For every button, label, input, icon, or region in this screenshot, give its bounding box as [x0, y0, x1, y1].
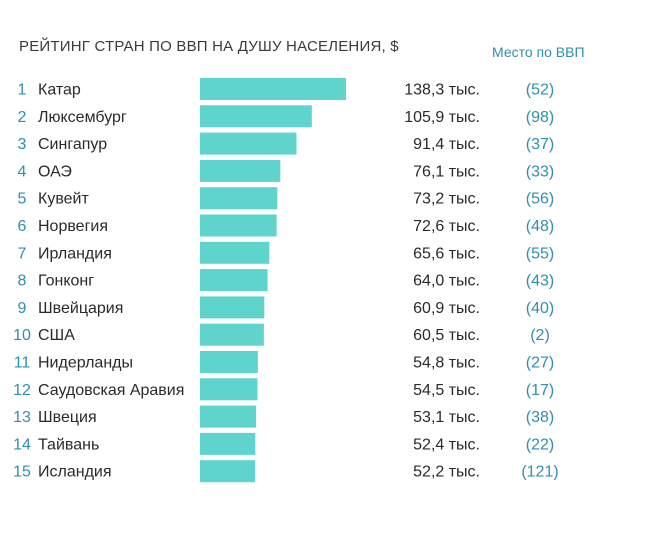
- bar: [200, 405, 257, 428]
- chart-title: РЕЙТИНГ СТРАН ПО ВВП НА ДУШУ НАСЕЛЕНИЯ, …: [19, 38, 399, 55]
- rank-number: 11: [14, 355, 31, 372]
- rank-number: 14: [13, 436, 31, 453]
- gdp-rank-label: (52): [526, 82, 554, 99]
- value-label: 60,9 тыс.: [413, 300, 480, 317]
- rank-number: 1: [18, 82, 27, 99]
- bar: [200, 78, 346, 100]
- country-label: Швейцария: [38, 300, 123, 317]
- gdp-rank-label: (27): [526, 355, 554, 372]
- country-label: Саудовская Аравия: [38, 382, 184, 399]
- value-label: 72,6 тыс.: [413, 218, 480, 235]
- value-label: 64,0 тыс.: [413, 273, 480, 290]
- country-label: Норвегия: [38, 218, 108, 235]
- value-label: 138,3 тыс.: [404, 82, 480, 99]
- country-label: Кувейт: [38, 191, 89, 208]
- country-label: Люксембург: [38, 109, 127, 126]
- value-label: 65,6 тыс.: [413, 245, 480, 262]
- value-label: 73,2 тыс.: [413, 191, 480, 208]
- rank-number: 4: [18, 163, 27, 180]
- gdp-rank-label: (17): [526, 382, 554, 399]
- bar: [200, 269, 268, 292]
- value-label: 105,9 тыс.: [404, 109, 480, 126]
- rank-number: 3: [18, 136, 27, 153]
- rank-number: 13: [13, 409, 31, 426]
- gdp-rank-header: Место по ВВП: [492, 44, 585, 60]
- bar: [200, 296, 265, 319]
- bar: [200, 214, 277, 237]
- gdp-rank-label: (121): [521, 464, 558, 481]
- bar: [200, 241, 270, 264]
- value-label: 52,4 тыс.: [413, 436, 480, 453]
- value-label: 76,1 тыс.: [413, 163, 480, 180]
- value-label: 54,5 тыс.: [413, 382, 480, 399]
- rank-number: 6: [18, 218, 27, 235]
- country-label: Сингапур: [38, 136, 107, 153]
- gdp-rank-label: (48): [526, 218, 554, 235]
- rank-number: 15: [13, 464, 31, 481]
- country-label: Тайвань: [38, 436, 99, 453]
- country-label: ОАЭ: [38, 163, 72, 180]
- gdp-rank-label: (98): [526, 109, 554, 126]
- rank-number: 10: [13, 327, 31, 344]
- value-label: 91,4 тыс.: [413, 136, 480, 153]
- bar: [200, 323, 264, 346]
- country-label: Катар: [38, 82, 81, 99]
- gdp-rank-label: (43): [526, 273, 554, 290]
- rank-number: 9: [18, 300, 27, 317]
- country-label: Гонконг: [38, 273, 94, 290]
- rank-number: 12: [13, 382, 31, 399]
- value-label: 52,2 тыс.: [413, 464, 480, 481]
- bar: [200, 132, 297, 155]
- country-label: Исландия: [38, 464, 112, 481]
- rank-number: 5: [18, 191, 27, 208]
- country-label: Нидерланды: [38, 355, 133, 372]
- bar: [200, 460, 256, 483]
- bar: [200, 432, 256, 455]
- rank-number: 2: [18, 109, 27, 126]
- value-label: 54,8 тыс.: [413, 355, 480, 372]
- rank-number: 8: [18, 273, 27, 290]
- bar: [200, 105, 312, 128]
- rank-number: 7: [18, 245, 27, 262]
- country-label: США: [38, 327, 75, 344]
- gdp-rank-label: (37): [526, 136, 554, 153]
- bar: [200, 351, 258, 373]
- country-label: Ирландия: [38, 245, 112, 262]
- country-label: Швеция: [38, 409, 97, 426]
- value-label: 53,1 тыс.: [413, 409, 480, 426]
- gdp-rank-label: (22): [526, 436, 554, 453]
- gdp-rank-label: (2): [530, 327, 550, 344]
- gdp-rank-label: (55): [526, 245, 554, 262]
- bar: [200, 187, 278, 210]
- gdp-rank-label: (33): [526, 163, 554, 180]
- gdp-rank-label: (40): [526, 300, 554, 317]
- gdp-rank-label: (38): [526, 409, 554, 426]
- bar: [200, 159, 281, 182]
- value-label: 60,5 тыс.: [413, 327, 480, 344]
- gdp-rank-label: (56): [526, 191, 554, 208]
- bar: [200, 378, 258, 401]
